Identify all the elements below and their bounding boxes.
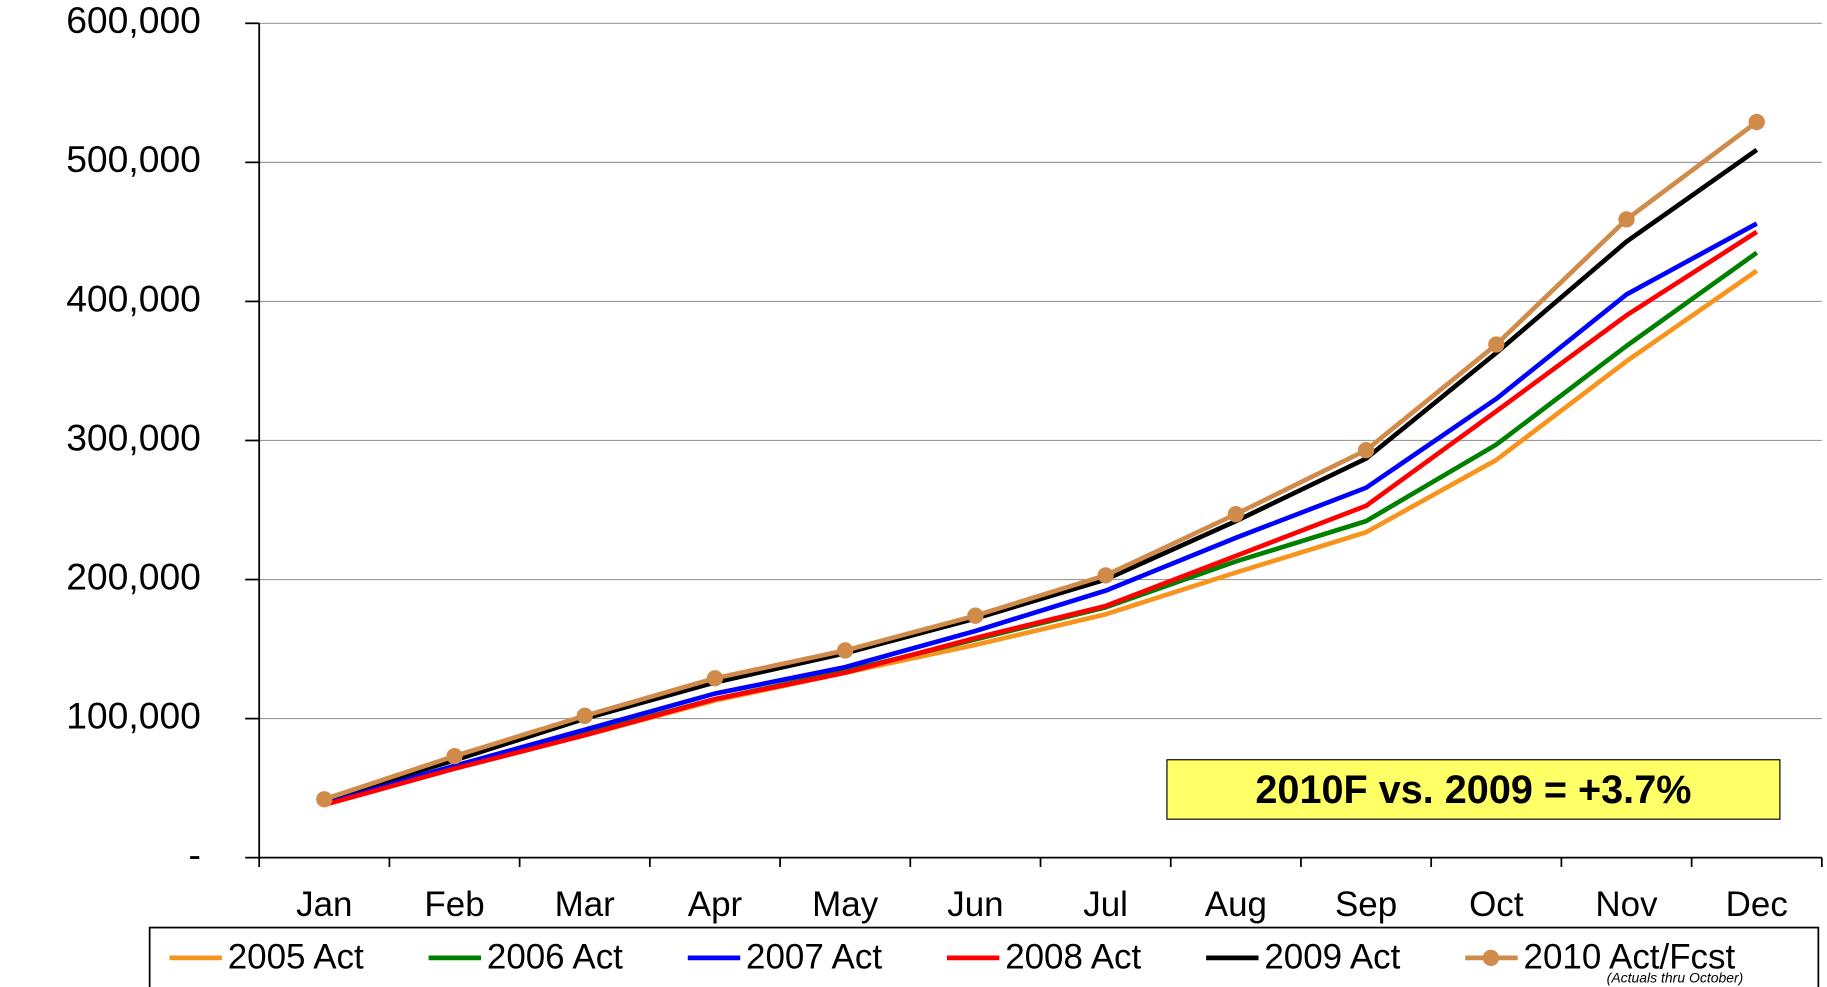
x-tick-label: Nov (1595, 885, 1658, 924)
series-line (323, 268, 1759, 805)
series-line (323, 147, 1759, 802)
annotation: 2010F vs. 2009 = +3.7% (1255, 768, 1691, 812)
y-tick-label: - (189, 833, 201, 875)
point (576, 707, 593, 724)
legend-label: 2007 Act (746, 937, 882, 976)
x-tick-label: Feb (424, 885, 484, 924)
y-tick-label: 600,000 (66, 0, 201, 41)
point (1618, 211, 1635, 228)
point (706, 670, 724, 687)
point (1227, 506, 1245, 523)
series-line (323, 120, 1759, 802)
point (837, 642, 854, 659)
legend-marker (1482, 949, 1500, 967)
point (1748, 113, 1765, 131)
x-tick-label: Dec (1726, 885, 1788, 924)
legend-box (148, 926, 1820, 987)
y-tick-label: 100,000 (66, 694, 201, 736)
x-tick-label: Sep (1335, 885, 1397, 924)
x-tick-label: Aug (1205, 885, 1267, 924)
x-tick-label: Jan (296, 885, 352, 924)
series-line (323, 250, 1759, 805)
legend-label: 2006 Act (487, 937, 623, 976)
annotation-box (1166, 759, 1781, 820)
point (446, 747, 463, 765)
legend-note: (Actuals thru October) (1607, 970, 1744, 986)
y-tick-label: 400,000 (66, 277, 201, 319)
legend-label: 2005 Act (228, 937, 364, 976)
point (1357, 442, 1375, 459)
legend-label: 2010 Act/Fcst (1524, 937, 1736, 976)
x-tick-label: Mar (555, 885, 616, 924)
x-tick-label: Apr (688, 885, 743, 924)
point (1488, 336, 1505, 353)
x-tick-label: Jun (947, 885, 1003, 924)
y-tick-label: 500,000 (66, 138, 201, 180)
point (1097, 567, 1114, 584)
x-tick-label: Oct (1469, 885, 1524, 924)
legend-label: 2009 Act (1264, 937, 1400, 976)
series-line (323, 221, 1758, 805)
y-tick-label: 300,000 (66, 416, 201, 458)
y-tick-label: 200,000 (66, 555, 201, 597)
point (967, 607, 984, 624)
series-line (323, 229, 1758, 808)
x-tick-label: Jul (1083, 885, 1128, 924)
legend-label: 2008 Act (1005, 937, 1141, 976)
x-tick-label: May (812, 885, 879, 924)
point (316, 791, 333, 808)
